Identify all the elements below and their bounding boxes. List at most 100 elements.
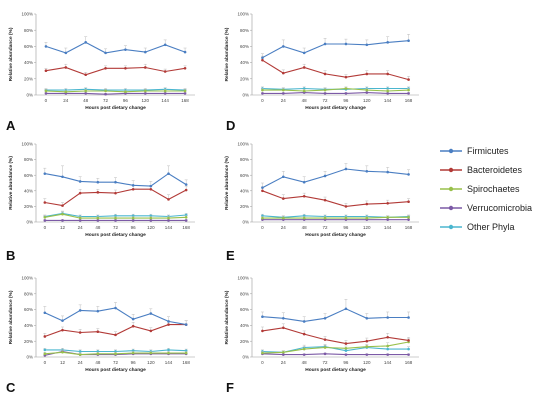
y-tick-label: 20% <box>24 339 33 344</box>
data-point <box>78 216 82 220</box>
data-point <box>302 216 306 220</box>
data-point <box>365 202 369 206</box>
data-point <box>44 92 48 95</box>
data-point <box>131 184 135 187</box>
data-point <box>282 71 285 75</box>
series-spirochaetes <box>43 350 188 356</box>
y-tick-label: 80% <box>240 157 249 162</box>
data-point <box>96 352 100 356</box>
x-tick-label: 168 <box>405 98 413 103</box>
data-point <box>96 219 100 222</box>
series-line <box>262 190 409 207</box>
x-tick-label: 24 <box>78 360 84 365</box>
data-point <box>114 180 117 184</box>
series-bacteroidetes <box>260 186 411 208</box>
y-tick-label: 40% <box>240 323 249 328</box>
data-point <box>149 184 153 188</box>
data-point <box>144 66 147 69</box>
data-point <box>386 201 389 205</box>
data-point <box>184 216 188 219</box>
data-point <box>61 319 64 322</box>
data-point <box>282 353 285 356</box>
x-tick-label: 144 <box>384 225 392 230</box>
y-tick-label: 0% <box>242 93 249 98</box>
data-point <box>302 51 306 55</box>
data-point <box>344 342 348 345</box>
data-point <box>167 320 170 323</box>
series-verrucomicrobia <box>260 352 411 356</box>
data-point <box>78 309 82 312</box>
data-point <box>386 216 389 219</box>
data-point <box>104 92 107 96</box>
data-point <box>282 350 285 354</box>
data-point <box>365 216 369 220</box>
data-point <box>167 323 170 326</box>
data-point <box>43 219 47 222</box>
data-point <box>386 353 389 356</box>
series-line <box>45 66 186 76</box>
data-point <box>407 173 410 176</box>
x-tick-label: 48 <box>95 360 101 365</box>
series-firmicutes <box>43 302 188 326</box>
data-point <box>43 216 47 219</box>
data-point <box>386 344 389 348</box>
data-point <box>84 41 87 44</box>
data-point <box>43 348 47 352</box>
data-point <box>261 186 264 189</box>
x-axis-label: Hours post dietary change <box>85 367 146 373</box>
data-point <box>78 219 82 222</box>
data-point <box>149 219 153 222</box>
data-point <box>184 219 188 222</box>
data-point <box>78 180 82 183</box>
data-point <box>96 309 100 313</box>
data-point <box>131 317 135 321</box>
x-tick-label: 72 <box>323 98 329 103</box>
data-point <box>96 191 100 194</box>
y-tick-label: 40% <box>24 60 33 65</box>
data-point <box>302 353 306 356</box>
series-line <box>262 327 409 345</box>
x-tick-label: 48 <box>95 225 101 230</box>
x-axis-label: Hours post dietary change <box>305 367 366 373</box>
data-point <box>323 72 327 76</box>
y-tick-label: 80% <box>240 28 249 33</box>
data-point <box>323 174 327 178</box>
x-tick-label: 120 <box>363 225 371 230</box>
data-point <box>323 216 327 220</box>
y-tick-label: 60% <box>24 307 33 312</box>
series-line <box>262 308 409 322</box>
data-point <box>302 320 306 323</box>
legend-label: Other Phyla <box>467 222 515 232</box>
data-point <box>323 338 327 341</box>
data-point <box>261 58 264 62</box>
panel-b: 0% 20% 40% 60% 80% 100% 0 12 24 48 72 96 120 144 168 Ho… <box>6 142 195 263</box>
y-axis-label: Relative abundance (%) <box>8 156 14 210</box>
x-tick-label: 48 <box>302 98 308 103</box>
data-point <box>261 189 264 193</box>
data-point <box>261 56 264 60</box>
legend-swatch-marker <box>448 205 454 211</box>
panel-e: 0% 20% 40% 60% 80% 100% 0 24 48 72 96 120 144 168 Hour… <box>224 142 419 263</box>
data-point <box>84 92 87 95</box>
data-point <box>323 316 327 320</box>
x-tick-label: 24 <box>281 98 287 103</box>
x-tick-label: 72 <box>323 225 329 230</box>
data-point <box>323 92 327 95</box>
y-axis-label: Relative abundance (%) <box>224 290 230 344</box>
series-firmicutes <box>260 34 411 60</box>
y-tick-label: 80% <box>24 28 33 33</box>
series-bacteroidetes <box>43 185 188 207</box>
panel-f: 0% 20% 40% 60% 80% 100% 0 24 48 72 96 120 144 168 Hour… <box>224 276 419 395</box>
chart-panels: 0%20%40%60%80%100%0 24 48 72 96 120 144 168Hour… <box>6 12 419 395</box>
data-point <box>407 218 410 221</box>
series-firmicutes <box>43 165 188 188</box>
legend-label: Firmicutes <box>467 146 509 156</box>
series-line <box>45 41 186 54</box>
data-point <box>344 87 348 90</box>
series-line <box>262 216 409 219</box>
data-point <box>167 348 170 352</box>
y-tick-label: 20% <box>240 76 249 81</box>
data-point <box>323 198 327 202</box>
data-point <box>131 324 135 328</box>
data-point <box>344 205 348 208</box>
